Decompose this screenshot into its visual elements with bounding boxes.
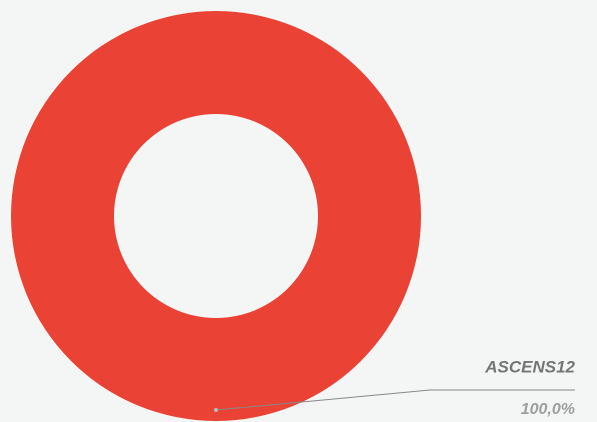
leader-line <box>215 389 575 411</box>
slice-value-label: 100,0% <box>521 401 575 418</box>
leader-dot <box>214 408 218 412</box>
slice-label: ASCENS12 <box>484 357 575 376</box>
donut-slice <box>11 11 421 421</box>
